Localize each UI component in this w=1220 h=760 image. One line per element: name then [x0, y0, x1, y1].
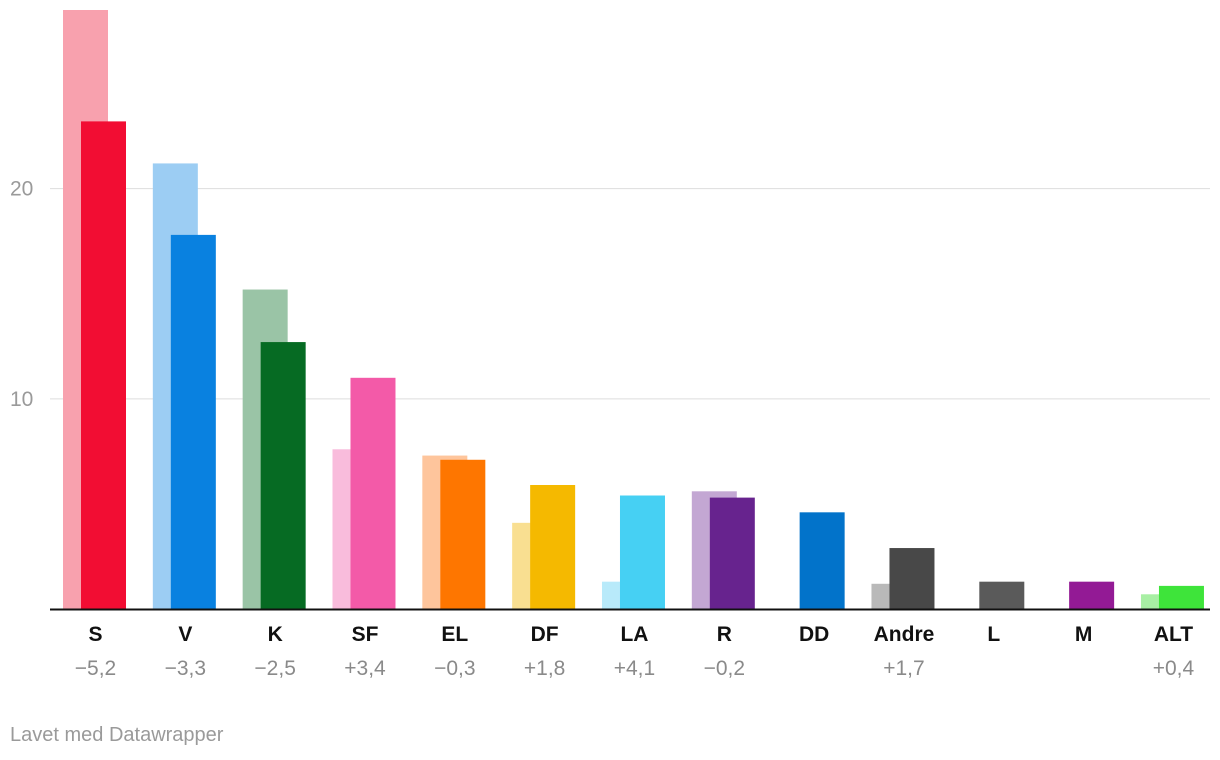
category-label-m: M [1075, 623, 1093, 646]
footer-credit: Lavet med Datawrapper [10, 724, 224, 746]
y-tick-label-10: 10 [10, 388, 33, 411]
category-label-k: K [268, 623, 283, 646]
category-label-s: S [88, 623, 102, 646]
category-label-alt: ALT [1154, 623, 1193, 646]
category-label-sf: SF [352, 623, 379, 646]
category-label-andre: Andre [874, 623, 935, 646]
change-label-r: −0,2 [704, 657, 745, 680]
change-label-andre: +1,7 [883, 657, 924, 680]
change-label-la: +4,1 [614, 657, 655, 680]
change-label-alt: +0,4 [1153, 657, 1195, 680]
change-label-df: +1,8 [524, 657, 565, 680]
bar-current-v [170, 234, 216, 609]
change-label-el: −0,3 [434, 657, 475, 680]
change-label-k: −2,5 [254, 657, 295, 680]
bar-current-alt [1158, 585, 1204, 609]
bar-current-el [440, 459, 486, 609]
bar-current-l [979, 581, 1025, 609]
change-label-sf: +3,4 [344, 657, 386, 680]
category-label-l: L [987, 623, 1000, 646]
change-label-s: −5,2 [75, 657, 116, 680]
bar-current-andre [889, 548, 935, 609]
bar-current-sf [350, 377, 396, 609]
category-label-df: DF [531, 623, 559, 646]
bar-chart: 10 20 S −5,2 V −3,3 K −2,5 SF +3,4 EL −0,3 DF +1,8 LA +… [10, 10, 1210, 680]
bar-current-la [619, 495, 665, 609]
change-label-v: −3,3 [165, 657, 206, 680]
category-label-r: R [717, 623, 732, 646]
bar-current-df [530, 484, 576, 609]
category-label-la: LA [620, 623, 648, 646]
bar-current-m [1069, 581, 1115, 609]
category-label-v: V [178, 623, 192, 646]
bar-current-dd [799, 512, 845, 609]
category-label-dd: DD [799, 623, 829, 646]
y-tick-label-20: 20 [10, 178, 33, 201]
bar-current-k [260, 342, 306, 609]
category-label-el: EL [441, 623, 468, 646]
bar-current-s [81, 121, 126, 610]
bar-current-r [709, 497, 755, 609]
